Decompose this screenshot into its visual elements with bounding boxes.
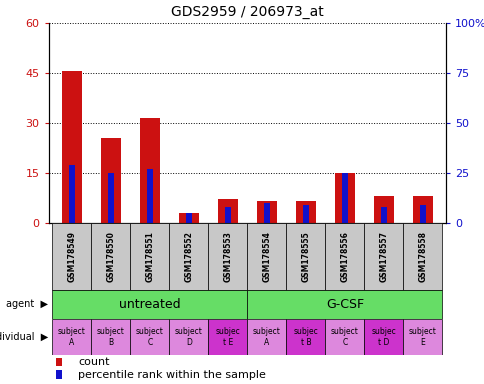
- Bar: [302, 205, 308, 223]
- Text: count: count: [78, 357, 109, 367]
- Bar: [208, 223, 247, 290]
- Text: subjec
t E: subjec t E: [215, 327, 240, 347]
- Bar: [257, 201, 276, 223]
- Bar: [286, 223, 325, 290]
- Bar: [247, 223, 286, 290]
- Bar: [225, 207, 230, 223]
- Bar: [373, 196, 393, 223]
- Bar: [403, 223, 441, 290]
- Text: GSM178556: GSM178556: [340, 231, 348, 282]
- Bar: [52, 223, 91, 290]
- Text: GSM178552: GSM178552: [184, 231, 193, 282]
- Text: GSM178551: GSM178551: [145, 231, 154, 282]
- Bar: [56, 370, 62, 379]
- Text: agent  ▶: agent ▶: [6, 299, 48, 310]
- Bar: [363, 319, 403, 355]
- Bar: [363, 223, 403, 290]
- Bar: [179, 213, 198, 223]
- Text: GSM178558: GSM178558: [417, 231, 426, 282]
- Bar: [295, 201, 315, 223]
- Text: GSM178557: GSM178557: [378, 231, 388, 282]
- Text: subject
A: subject A: [252, 327, 280, 347]
- Text: subjec
t B: subjec t B: [293, 327, 318, 347]
- Bar: [91, 223, 130, 290]
- Bar: [169, 223, 208, 290]
- Bar: [147, 169, 152, 223]
- Bar: [130, 223, 169, 290]
- Bar: [101, 138, 121, 223]
- Bar: [52, 290, 247, 319]
- Bar: [218, 199, 237, 223]
- Text: subject
D: subject D: [175, 327, 202, 347]
- Text: GSM178553: GSM178553: [223, 231, 232, 282]
- Bar: [208, 319, 247, 355]
- Bar: [341, 173, 347, 223]
- Bar: [140, 118, 159, 223]
- Text: individual  ▶: individual ▶: [0, 332, 48, 342]
- Text: subject
B: subject B: [97, 327, 124, 347]
- Text: subject
E: subject E: [408, 327, 436, 347]
- Bar: [69, 165, 75, 223]
- Bar: [334, 173, 354, 223]
- Bar: [325, 319, 363, 355]
- Bar: [108, 173, 114, 223]
- Bar: [185, 213, 191, 223]
- Text: GSM178555: GSM178555: [301, 231, 310, 282]
- Text: untreated: untreated: [119, 298, 181, 311]
- Bar: [169, 319, 208, 355]
- Bar: [247, 290, 441, 319]
- Text: G-CSF: G-CSF: [325, 298, 363, 311]
- Bar: [62, 71, 81, 223]
- Bar: [56, 358, 62, 366]
- Bar: [412, 196, 432, 223]
- Bar: [91, 319, 130, 355]
- Title: GDS2959 / 206973_at: GDS2959 / 206973_at: [171, 5, 323, 19]
- Bar: [419, 205, 425, 223]
- Bar: [263, 203, 269, 223]
- Text: subjec
t D: subjec t D: [371, 327, 395, 347]
- Text: subject
C: subject C: [330, 327, 358, 347]
- Bar: [52, 319, 91, 355]
- Text: percentile rank within the sample: percentile rank within the sample: [78, 370, 266, 380]
- Text: GSM178554: GSM178554: [262, 231, 271, 282]
- Text: GSM178549: GSM178549: [67, 231, 76, 282]
- Text: subject
A: subject A: [58, 327, 86, 347]
- Bar: [130, 319, 169, 355]
- Bar: [247, 319, 286, 355]
- Text: subject
C: subject C: [136, 327, 164, 347]
- Bar: [325, 223, 363, 290]
- Bar: [403, 319, 441, 355]
- Bar: [380, 207, 386, 223]
- Bar: [286, 319, 325, 355]
- Text: GSM178550: GSM178550: [106, 231, 115, 282]
